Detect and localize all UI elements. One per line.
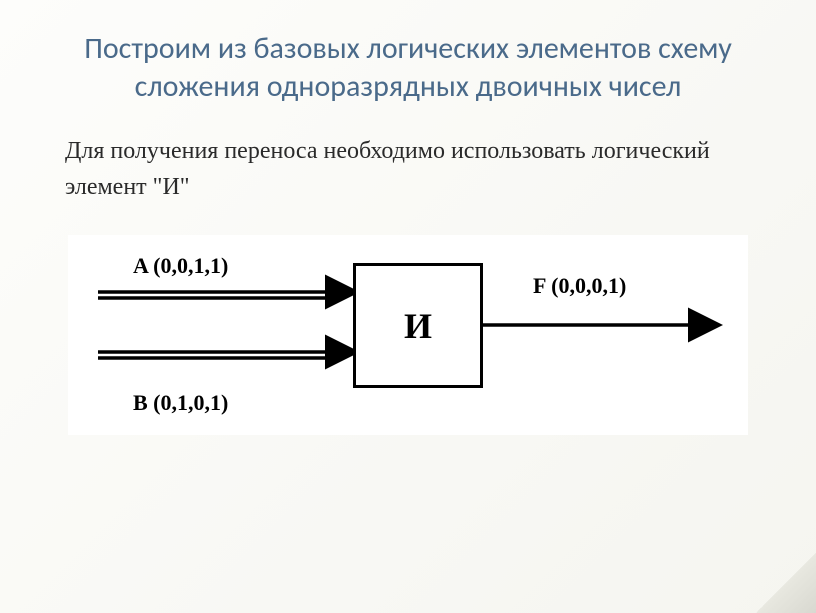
gate-label: И xyxy=(404,305,432,347)
slide-title: Построим из базовых логических элементов… xyxy=(50,30,766,105)
corner-fold-decoration xyxy=(756,553,816,613)
slide-container: Построим из базовых логических элементов… xyxy=(0,0,816,613)
logic-diagram: A (0,0,1,1) B (0,1,0,1) F (0,0,0,1) И xyxy=(68,235,748,435)
body-paragraph: Для получения переноса необходимо исполь… xyxy=(50,133,766,205)
input-a-label: A (0,0,1,1) xyxy=(133,253,228,279)
and-gate-box: И xyxy=(353,263,483,388)
input-b-label: B (0,1,0,1) xyxy=(133,390,228,416)
output-f-label: F (0,0,0,1) xyxy=(533,273,626,299)
